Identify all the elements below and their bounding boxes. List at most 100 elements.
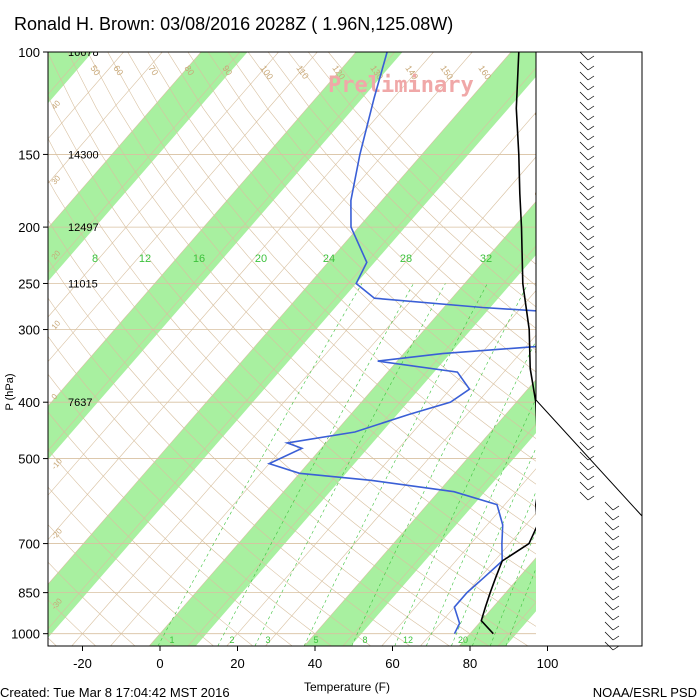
isotherm-line — [653, 52, 700, 646]
wind-barb-feather — [587, 465, 595, 471]
mixing-ratio-label: 8 — [92, 253, 98, 265]
wind-barb-feather — [587, 225, 595, 231]
temperature-band — [48, 52, 403, 460]
wind-barb — [604, 551, 614, 561]
wind-barb-feather — [587, 105, 595, 111]
dry-adiabat — [48, 179, 529, 646]
wind-barb-feather — [587, 75, 595, 81]
wind-barb — [579, 451, 589, 461]
dry-adiabat — [187, 52, 642, 490]
wind-barb-feather — [587, 365, 595, 371]
dry-adiabat — [48, 449, 254, 646]
wind-barb-feather — [587, 315, 595, 321]
wind-barb — [579, 91, 589, 101]
theta-label: 40 — [50, 98, 63, 111]
dry-adiabat — [207, 52, 642, 469]
dry-adiabat — [287, 52, 642, 386]
isotherm-top-label: 100 — [258, 63, 275, 81]
wind-barb — [579, 131, 589, 141]
x-tick-label: 100 — [537, 656, 559, 671]
dewpoint-profile — [267, 52, 582, 635]
wind-barb — [579, 201, 589, 211]
wind-barb-feather — [587, 285, 595, 291]
mixing-ratio-line — [394, 283, 565, 646]
wind-barb-feather — [612, 565, 620, 571]
wind-barb-feather — [587, 195, 595, 201]
wind-barb-feather — [587, 295, 595, 301]
wind-barb-feather — [612, 585, 620, 591]
mixing-ratio-line — [303, 283, 488, 646]
wind-barb-feather — [612, 575, 620, 581]
mixing-ratio-bottom-label: 3 — [265, 635, 270, 645]
isotherm-line — [226, 168, 642, 646]
y-axis-label: P (hPa) — [4, 373, 16, 410]
x-tick-label: -20 — [73, 656, 92, 671]
wind-barb-feather — [587, 85, 595, 91]
wind-barb — [604, 511, 614, 521]
wind-barb — [604, 631, 614, 641]
wind-barb-feather — [587, 345, 595, 351]
wind-barb-feather — [587, 245, 595, 251]
wind-barb-feather — [587, 305, 595, 311]
isotherm-line — [48, 52, 434, 496]
y-tick-label: 400 — [18, 395, 40, 410]
dry-adiabat — [267, 52, 642, 407]
isotherm-line — [48, 52, 318, 363]
wind-barb-feather — [587, 335, 595, 341]
dry-adiabat — [48, 137, 568, 646]
wind-barb — [579, 301, 589, 311]
wind-barb — [579, 101, 589, 111]
wind-barb — [579, 241, 589, 251]
wind-barb — [579, 471, 589, 481]
y-tick-label: 300 — [18, 323, 40, 338]
wind-barb — [604, 531, 614, 541]
wind-barb-feather — [587, 115, 595, 121]
wind-barb — [604, 621, 614, 631]
isotherm-line — [48, 52, 512, 585]
wind-barb-feather — [587, 385, 595, 391]
mixing-ratio-bottom-label: 12 — [403, 635, 413, 645]
wind-barb-feather — [612, 625, 620, 631]
wind-barb — [579, 431, 589, 441]
wind-barb-feather — [587, 125, 595, 131]
isotherm-line — [48, 52, 241, 273]
wind-barb — [604, 501, 614, 511]
wind-barb-feather — [587, 95, 595, 101]
mixing-ratio-line — [217, 283, 414, 646]
wind-barb-feather — [612, 505, 620, 511]
wind-barb-feather — [612, 525, 620, 531]
wind-barb-feather — [587, 415, 595, 421]
wind-barb-feather — [587, 165, 595, 171]
mixing-ratio-bottom-label: 1 — [169, 635, 174, 645]
y-tick-label: 850 — [18, 586, 40, 601]
wind-barb — [579, 331, 589, 341]
isotherm-top-label: 50 — [88, 63, 102, 77]
wind-barb — [579, 491, 589, 501]
wind-barb-feather — [587, 395, 595, 401]
isotherm-line — [0, 52, 46, 646]
isotherm-top-label: 80 — [182, 63, 196, 77]
wind-barb-feather — [587, 445, 595, 451]
mixing-ratio-bottom-label: 5 — [313, 635, 318, 645]
wind-barbs — [579, 51, 620, 651]
wind-barb-feather — [587, 455, 595, 461]
theta-label: 0 — [50, 392, 60, 402]
wind-barb-feather — [587, 375, 595, 381]
isotherm-line — [265, 212, 642, 646]
mixing-ratio-label: 28 — [400, 253, 412, 265]
wind-barb-feather — [587, 145, 595, 151]
isotherm-line — [71, 52, 589, 646]
wind-barb-feather — [587, 235, 595, 241]
wind-barb — [579, 251, 589, 261]
dry-adiabat — [48, 411, 293, 646]
wind-barb — [579, 291, 589, 301]
wind-barb — [579, 341, 589, 351]
wind-barb — [579, 61, 589, 71]
wind-barb-feather — [587, 495, 595, 501]
wind-barb — [579, 361, 589, 371]
dry-adiabat — [48, 219, 489, 646]
wind-barb — [579, 271, 589, 281]
mixing-ratio-line — [351, 283, 529, 646]
wind-barb-feather — [587, 275, 595, 281]
